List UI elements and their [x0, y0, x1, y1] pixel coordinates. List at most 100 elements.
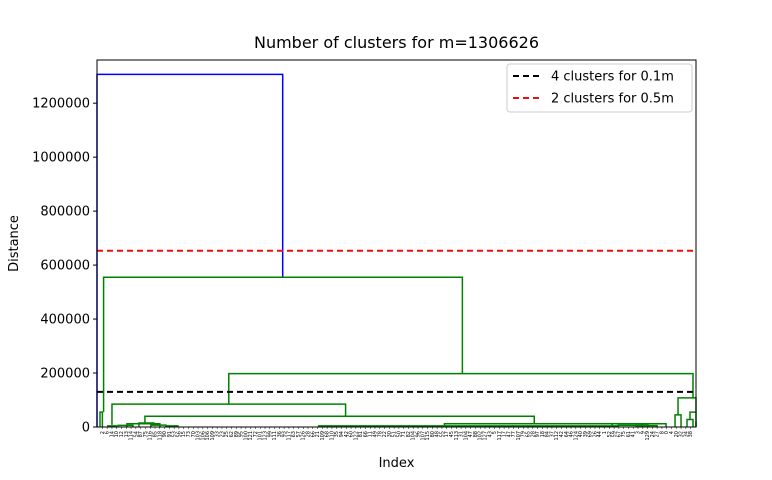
leaf-label: 37 [549, 431, 555, 437]
leaf-label: 36 [277, 431, 283, 437]
leaf-label: 3 [636, 431, 642, 434]
leaf-label: 89 [234, 431, 240, 437]
leaf-label: 22 [382, 431, 388, 437]
leaf-label: 62 [229, 431, 235, 437]
leaf-label: 35 [334, 431, 340, 437]
leaf-label: 23 [219, 431, 225, 437]
leaf-label: 13 [124, 431, 130, 437]
dendrogram-link [611, 423, 667, 427]
leaf-label: 15 [181, 431, 187, 437]
leaf-label: 28 [306, 431, 312, 437]
dendrogram-link [635, 424, 658, 427]
leaf-label: 97 [535, 431, 541, 437]
leaf-label: 109 [320, 431, 326, 441]
leaf-label: 110 [329, 431, 335, 441]
y-tick-label: 800000 [40, 205, 90, 220]
leaf-label: 24 [650, 431, 656, 437]
dendrogram-link [111, 403, 347, 425]
legend-label: 2 clusters for 0.5m [551, 92, 674, 107]
y-axis-title: Distance [7, 215, 22, 272]
dendrogram-link [689, 411, 697, 420]
leaf-label: 33 [215, 431, 221, 437]
leaf-label: 2 [100, 431, 106, 434]
leaf-label: 84 [545, 431, 551, 437]
leaf-label: 43 [487, 431, 493, 437]
leaf-label: 124 [573, 431, 579, 441]
leaf-label: 75 [621, 431, 627, 437]
leaf-label: 63 [291, 431, 297, 437]
leaf-label: 117 [497, 431, 503, 441]
leaf-label: 66 [310, 431, 316, 437]
leaf-label: 21 [315, 431, 321, 437]
leaf-label: 5 [492, 431, 498, 434]
leaf-label: 66 [363, 431, 369, 437]
leaf-label: 51 [392, 431, 398, 437]
leaf-label: 46 [569, 431, 575, 437]
dendrogram-link [102, 276, 464, 413]
leaf-label: 85 [152, 431, 158, 437]
leaf-label: 81 [358, 431, 364, 437]
leaf-label: 102 [478, 431, 484, 441]
legend-label: 4 clusters for 0.1m [551, 70, 674, 85]
leaf-label: 73 [186, 431, 192, 437]
leaf-label: 100 [243, 431, 249, 441]
leaf-label: 28 [530, 431, 536, 437]
y-axis: 0 200000 400000 600000 800000 1000000 1200000 [32, 97, 97, 436]
dendrogram-link [228, 372, 694, 405]
leaf-label: 53 [172, 431, 178, 437]
x-axis-title: Index [379, 456, 415, 471]
leaf-label: 109 [210, 431, 216, 441]
leaf-label: 25 [224, 431, 230, 437]
leaf-label: 27 [655, 431, 661, 437]
chart-title: Number of clusters for m=1306626 [254, 33, 539, 52]
leaf-label: 104 [411, 431, 417, 441]
leaf-label: 56 [176, 431, 182, 437]
leaf-label: 82 [406, 431, 412, 437]
leaf-label: 39 [583, 431, 589, 437]
leaf-label: 42 [559, 431, 565, 437]
leaf-label: 60 [349, 431, 355, 437]
legend-box [506, 63, 693, 113]
leaf-label: 8 [659, 431, 665, 434]
leaf-label: 65 [526, 431, 532, 437]
leaf-label: 94 [339, 431, 345, 437]
leaf-label: 129 [645, 431, 651, 441]
legend: 4 clusters for 0.1m 2 clusters for 0.5m [506, 63, 693, 113]
leaf-label: 69 [588, 431, 594, 437]
leaf-label: 96 [416, 431, 422, 437]
leaf-label: 114 [129, 431, 135, 441]
dendrogram-link [107, 425, 117, 427]
y-tick-label: 400000 [40, 313, 90, 328]
leaf-label: 49 [372, 431, 378, 437]
leaf-label: 99 [267, 431, 273, 437]
leaf-label: 18 [540, 431, 546, 437]
dendrogram-link [144, 415, 536, 424]
leaf-label: 17 [444, 431, 450, 437]
leaf-label: 113 [454, 431, 460, 441]
leaf-label: 59 [612, 431, 618, 437]
leaf-label: 118 [157, 431, 163, 441]
leaf-label: 75 [143, 431, 149, 437]
leaf-label: 47 [468, 431, 474, 437]
leaf-label: 40 [578, 431, 584, 437]
dendrogram-link [99, 411, 104, 427]
leaf-label: 41 [631, 431, 637, 437]
leaf-label: 17 [502, 431, 508, 437]
y-tick-label: 1000000 [32, 151, 90, 166]
leaf-label: 106 [200, 431, 206, 441]
leaf-label: 115 [425, 431, 431, 441]
leaf-label: 91 [167, 431, 173, 437]
leaf-label: 121 [248, 431, 254, 441]
y-tick-label: 200000 [40, 367, 90, 382]
leaf-label: 61 [626, 431, 632, 437]
dendrogram-link [117, 424, 134, 427]
leaf-label: 101 [258, 431, 264, 441]
leaf-label: 87 [138, 431, 144, 437]
leaf-label: 10 [114, 431, 120, 437]
leaf-label: 72 [253, 431, 259, 437]
leaf-label: 122 [353, 431, 359, 441]
leaf-label: 42 [344, 431, 350, 437]
leaf-label: 88 [473, 431, 479, 437]
leaf-label: 78 [377, 431, 383, 437]
leaf-label: 11 [368, 431, 374, 437]
